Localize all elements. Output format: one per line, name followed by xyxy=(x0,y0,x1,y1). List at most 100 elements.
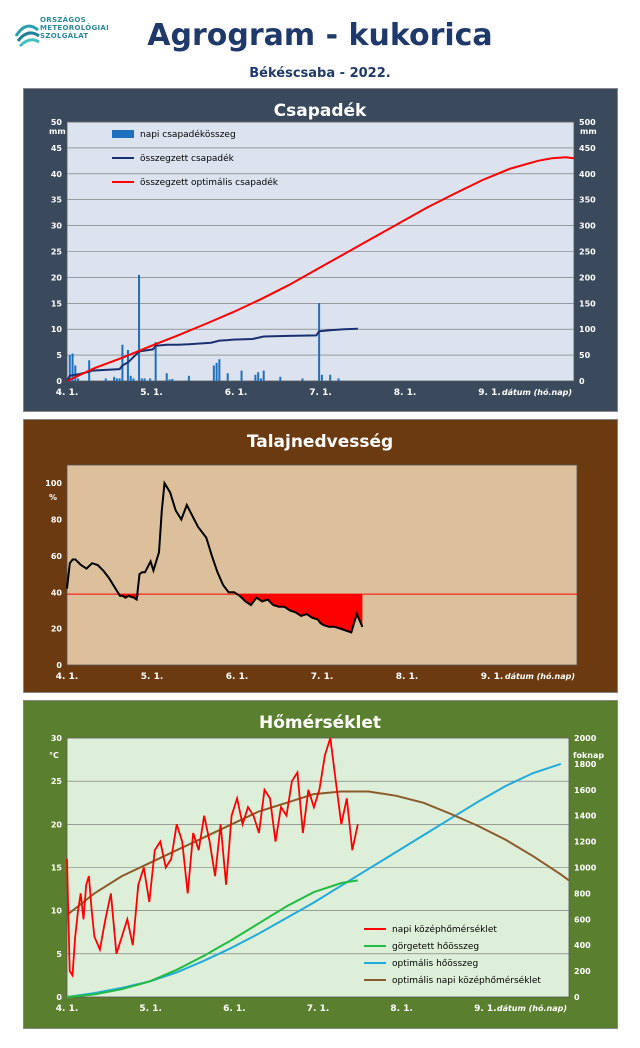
y-right-tick-label: 600 xyxy=(574,915,591,924)
legend-label: napi középhőmérséklet xyxy=(392,924,497,935)
precipitation-chart: Csapadék05101520253035404550050100150200… xyxy=(49,101,597,398)
y-tick-label: 10 xyxy=(51,325,63,334)
y-right-tick-label: 300 xyxy=(579,222,596,231)
y-tick-label: 0 xyxy=(56,661,62,670)
x-tick-label: 6. 1. xyxy=(226,672,249,682)
precip-bar xyxy=(149,378,152,381)
y-right-tick-label: 0 xyxy=(579,377,585,386)
precip-bar xyxy=(154,342,157,381)
precip-bar xyxy=(187,375,190,381)
precip-bar xyxy=(168,379,171,381)
optimal-precip-line xyxy=(66,156,575,382)
y-right-tick-label: 50 xyxy=(579,351,591,360)
precip-bar xyxy=(68,355,71,381)
y-tick-label: 50 xyxy=(51,118,63,127)
precip-bar xyxy=(118,378,121,381)
y-tick-label: 60 xyxy=(51,552,63,561)
y-tick-label: 20 xyxy=(51,820,63,829)
y-tick-label: 30 xyxy=(51,222,63,231)
soil-moisture-line xyxy=(66,480,364,634)
precip-bar xyxy=(226,373,229,381)
y-tick-label: 25 xyxy=(51,777,63,786)
y-right-tick-label: 400 xyxy=(574,941,591,950)
y-right-tick-label: 2000 xyxy=(574,734,597,743)
legend-label: optimális napi középhőmérséklet xyxy=(392,975,541,986)
y-right-tick-label: 800 xyxy=(574,889,591,898)
precip-bar xyxy=(104,378,107,381)
chart-title: Hőmérséklet xyxy=(259,713,381,733)
precip-bar xyxy=(143,378,146,381)
y-right-tick-label: 1200 xyxy=(574,838,597,847)
x-tick-label: 5. 1. xyxy=(139,1004,162,1014)
precip-bar xyxy=(218,359,221,381)
logo-mark-icon xyxy=(14,24,40,48)
logo-text: ORSZÁGOS METEOROLÓGIAI SZOLGÁLAT xyxy=(40,16,109,40)
y-right-tick-label: 1400 xyxy=(574,812,597,821)
precip-bar xyxy=(129,375,132,381)
legend-label: összegzett optimális csapadék xyxy=(140,177,279,188)
x-tick-label: 9. 1. xyxy=(474,1004,497,1014)
x-tick-label: 6. 1. xyxy=(225,388,248,398)
precip-bar xyxy=(240,370,243,381)
precip-bar xyxy=(115,378,118,381)
precip-bar xyxy=(71,353,74,381)
x-axis-label: dátum (hó.nap) xyxy=(505,671,575,681)
legend-label: görgetett hőösszeg xyxy=(392,942,479,952)
precip-bar xyxy=(140,378,143,381)
y-axis-unit: mm xyxy=(49,127,66,136)
y-tick-label: 80 xyxy=(51,516,63,525)
chart-title: Csapadék xyxy=(274,101,367,121)
y-tick-label: 5 xyxy=(56,351,62,360)
y-tick-label: 15 xyxy=(51,299,63,308)
y-tick-label: 100 xyxy=(45,479,62,488)
y-right-tick-label: 150 xyxy=(579,299,596,308)
y-tick-label: 15 xyxy=(51,864,63,873)
x-tick-label: 6. 1. xyxy=(223,1004,246,1014)
x-tick-label: 7. 1. xyxy=(309,388,332,398)
precip-bar xyxy=(121,344,124,381)
soil-moisture-panel: Talajnedvesség 0 20 40 60 80 100% 4. 1. 5. 1. 6. … xyxy=(23,419,618,693)
logo-line: SZOLGÁLAT xyxy=(40,32,89,40)
precip-bar xyxy=(212,365,215,381)
chart-title: Talajnedvesség xyxy=(247,432,393,452)
precip-bar xyxy=(165,373,168,381)
page-subtitle: Békéscsaba - 2022. xyxy=(249,66,391,81)
precip-bar xyxy=(337,378,340,381)
page-title: Agrogram - kukorica xyxy=(147,18,493,53)
legend-label: optimális hőösszeg xyxy=(392,959,478,969)
x-tick-label: 4. 1. xyxy=(56,672,79,682)
y-tick-label: 35 xyxy=(51,196,63,205)
precip-bar xyxy=(74,365,77,381)
y-right-tick-label: 250 xyxy=(579,248,596,257)
legend-swatch-bars xyxy=(112,130,134,138)
cumulative-heat-sum-line xyxy=(66,879,358,998)
x-tick-label: 9. 1. xyxy=(478,388,501,398)
y-right-tick-label: 1000 xyxy=(574,864,597,873)
x-tick-label: 8. 1. xyxy=(390,1004,413,1014)
x-tick-label: 5. 1. xyxy=(140,388,163,398)
y-right-tick-label: 200 xyxy=(579,273,596,282)
y-tick-label: 45 xyxy=(51,144,63,153)
y-right-tick-label: 0 xyxy=(574,993,580,1002)
precip-bar xyxy=(279,376,282,381)
daily-mean-temp-line xyxy=(66,737,359,979)
precip-bar xyxy=(320,374,323,381)
precip-bar xyxy=(254,374,257,381)
y-tick-label: 30 xyxy=(51,734,63,743)
plot-area xyxy=(66,464,578,666)
x-axis-label: dátum (hó.nap) xyxy=(502,387,572,397)
y-right-tick-label: 200 xyxy=(574,967,591,976)
precip-bar xyxy=(262,370,265,381)
y-tick-label: 20 xyxy=(51,273,63,282)
x-tick-label: 8. 1. xyxy=(396,672,419,682)
moisture-deficit-area xyxy=(120,594,363,633)
omsz-logo xyxy=(14,24,40,48)
precipitation-panel: Csapadék 0 5 10 15 20 25 30 35 40 45 50 0 50 100 150 200… xyxy=(23,88,618,412)
precip-bar xyxy=(259,378,262,381)
y-tick-label: 20 xyxy=(51,625,63,634)
y-right-tick-label: 100 xyxy=(579,325,596,334)
precip-bar xyxy=(301,378,304,381)
y-tick-label: 40 xyxy=(51,170,63,179)
soil-moisture-chart: Talajnedvesség 0 20 40 60 80 100% 4. 1. 5. 1. 6. … xyxy=(45,432,578,682)
y-tick-label: 0 xyxy=(56,377,62,386)
